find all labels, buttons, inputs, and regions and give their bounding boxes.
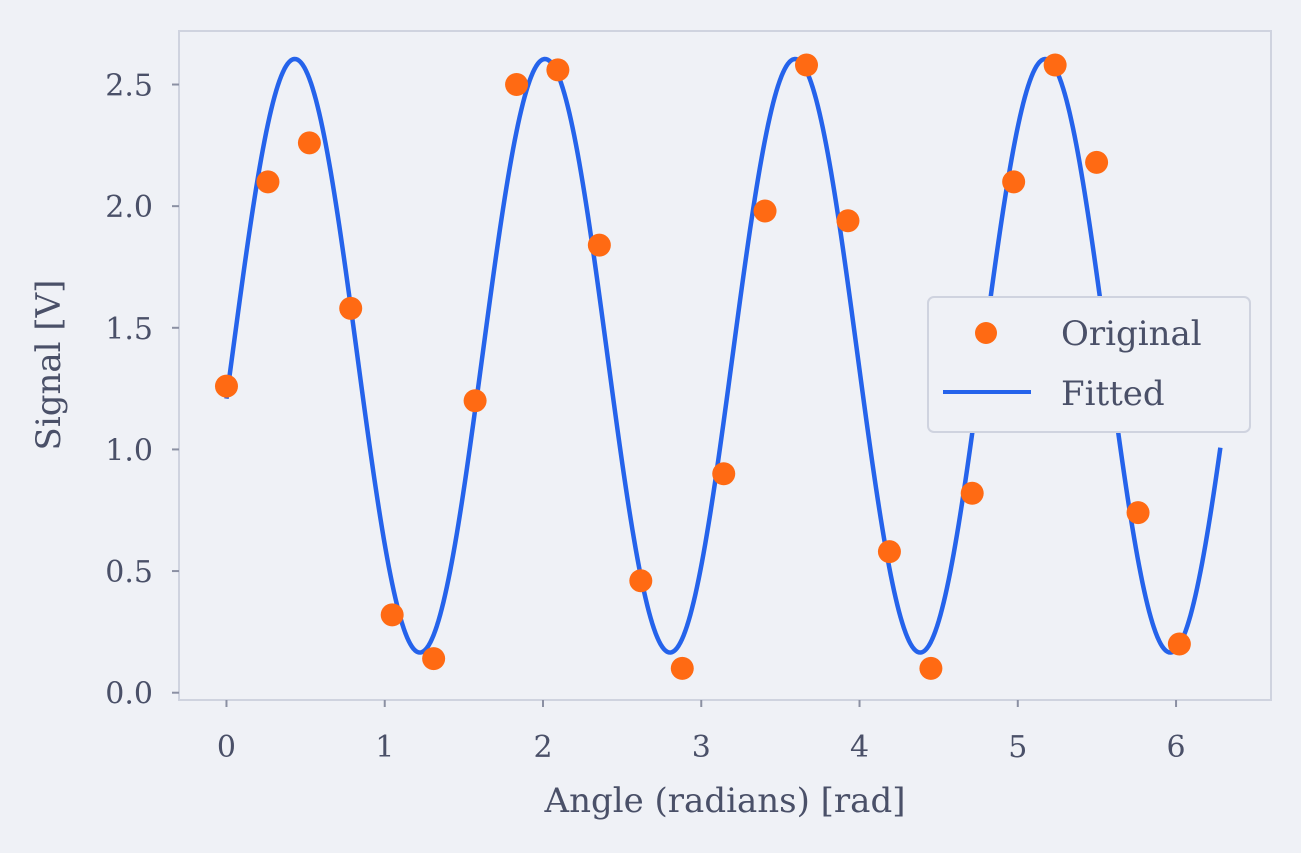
y-axis: 0.0 0.5 1.0 1.5 2.0 2.5 [105, 69, 179, 712]
y-tick-label: 1.5 [105, 312, 153, 347]
legend-box [927, 296, 1251, 433]
data-point [1085, 150, 1109, 174]
data-point [753, 199, 777, 223]
x-tick-label: 1 [375, 730, 394, 765]
data-point [214, 374, 238, 398]
y-tick-label: 2.5 [105, 69, 153, 104]
legend-marker-original [975, 322, 997, 344]
data-point [256, 170, 280, 194]
y-tick-label: 2.0 [105, 190, 153, 225]
data-point [877, 540, 901, 564]
data-point [546, 58, 570, 82]
x-tick-label: 6 [1166, 730, 1185, 765]
y-tick-label: 0.0 [105, 677, 153, 712]
data-point [960, 481, 984, 505]
data-point [422, 647, 446, 671]
x-tick-label: 5 [1008, 730, 1027, 765]
data-point [836, 209, 860, 233]
legend-label-fitted: Fitted [1061, 374, 1165, 414]
legend: Original Fitted [927, 296, 1251, 433]
x-tick-label: 4 [850, 730, 869, 765]
legend-label-original: Original [1061, 314, 1202, 354]
data-point [587, 233, 611, 257]
x-tick-label: 2 [533, 730, 552, 765]
data-point [919, 656, 943, 680]
data-point [670, 656, 694, 680]
data-point [629, 569, 653, 593]
data-point [1002, 170, 1026, 194]
data-point [380, 603, 404, 627]
data-point [339, 296, 363, 320]
x-tick-label: 0 [217, 730, 236, 765]
y-tick-label: 1.0 [105, 433, 153, 468]
y-axis-label: Signal [V] [29, 280, 69, 451]
x-axis-label: Angle (radians) [rad] [544, 781, 906, 821]
data-point [1167, 632, 1191, 656]
original-series [214, 53, 1191, 680]
data-point [297, 131, 321, 155]
data-point [1043, 53, 1067, 77]
y-tick-label: 0.5 [105, 555, 153, 590]
data-point [463, 389, 487, 413]
data-point [795, 53, 819, 77]
data-point [1126, 501, 1150, 525]
x-axis: 0 1 2 3 4 5 6 [217, 700, 1186, 765]
data-point [712, 462, 736, 486]
x-tick-label: 3 [692, 730, 711, 765]
data-point [505, 73, 529, 97]
